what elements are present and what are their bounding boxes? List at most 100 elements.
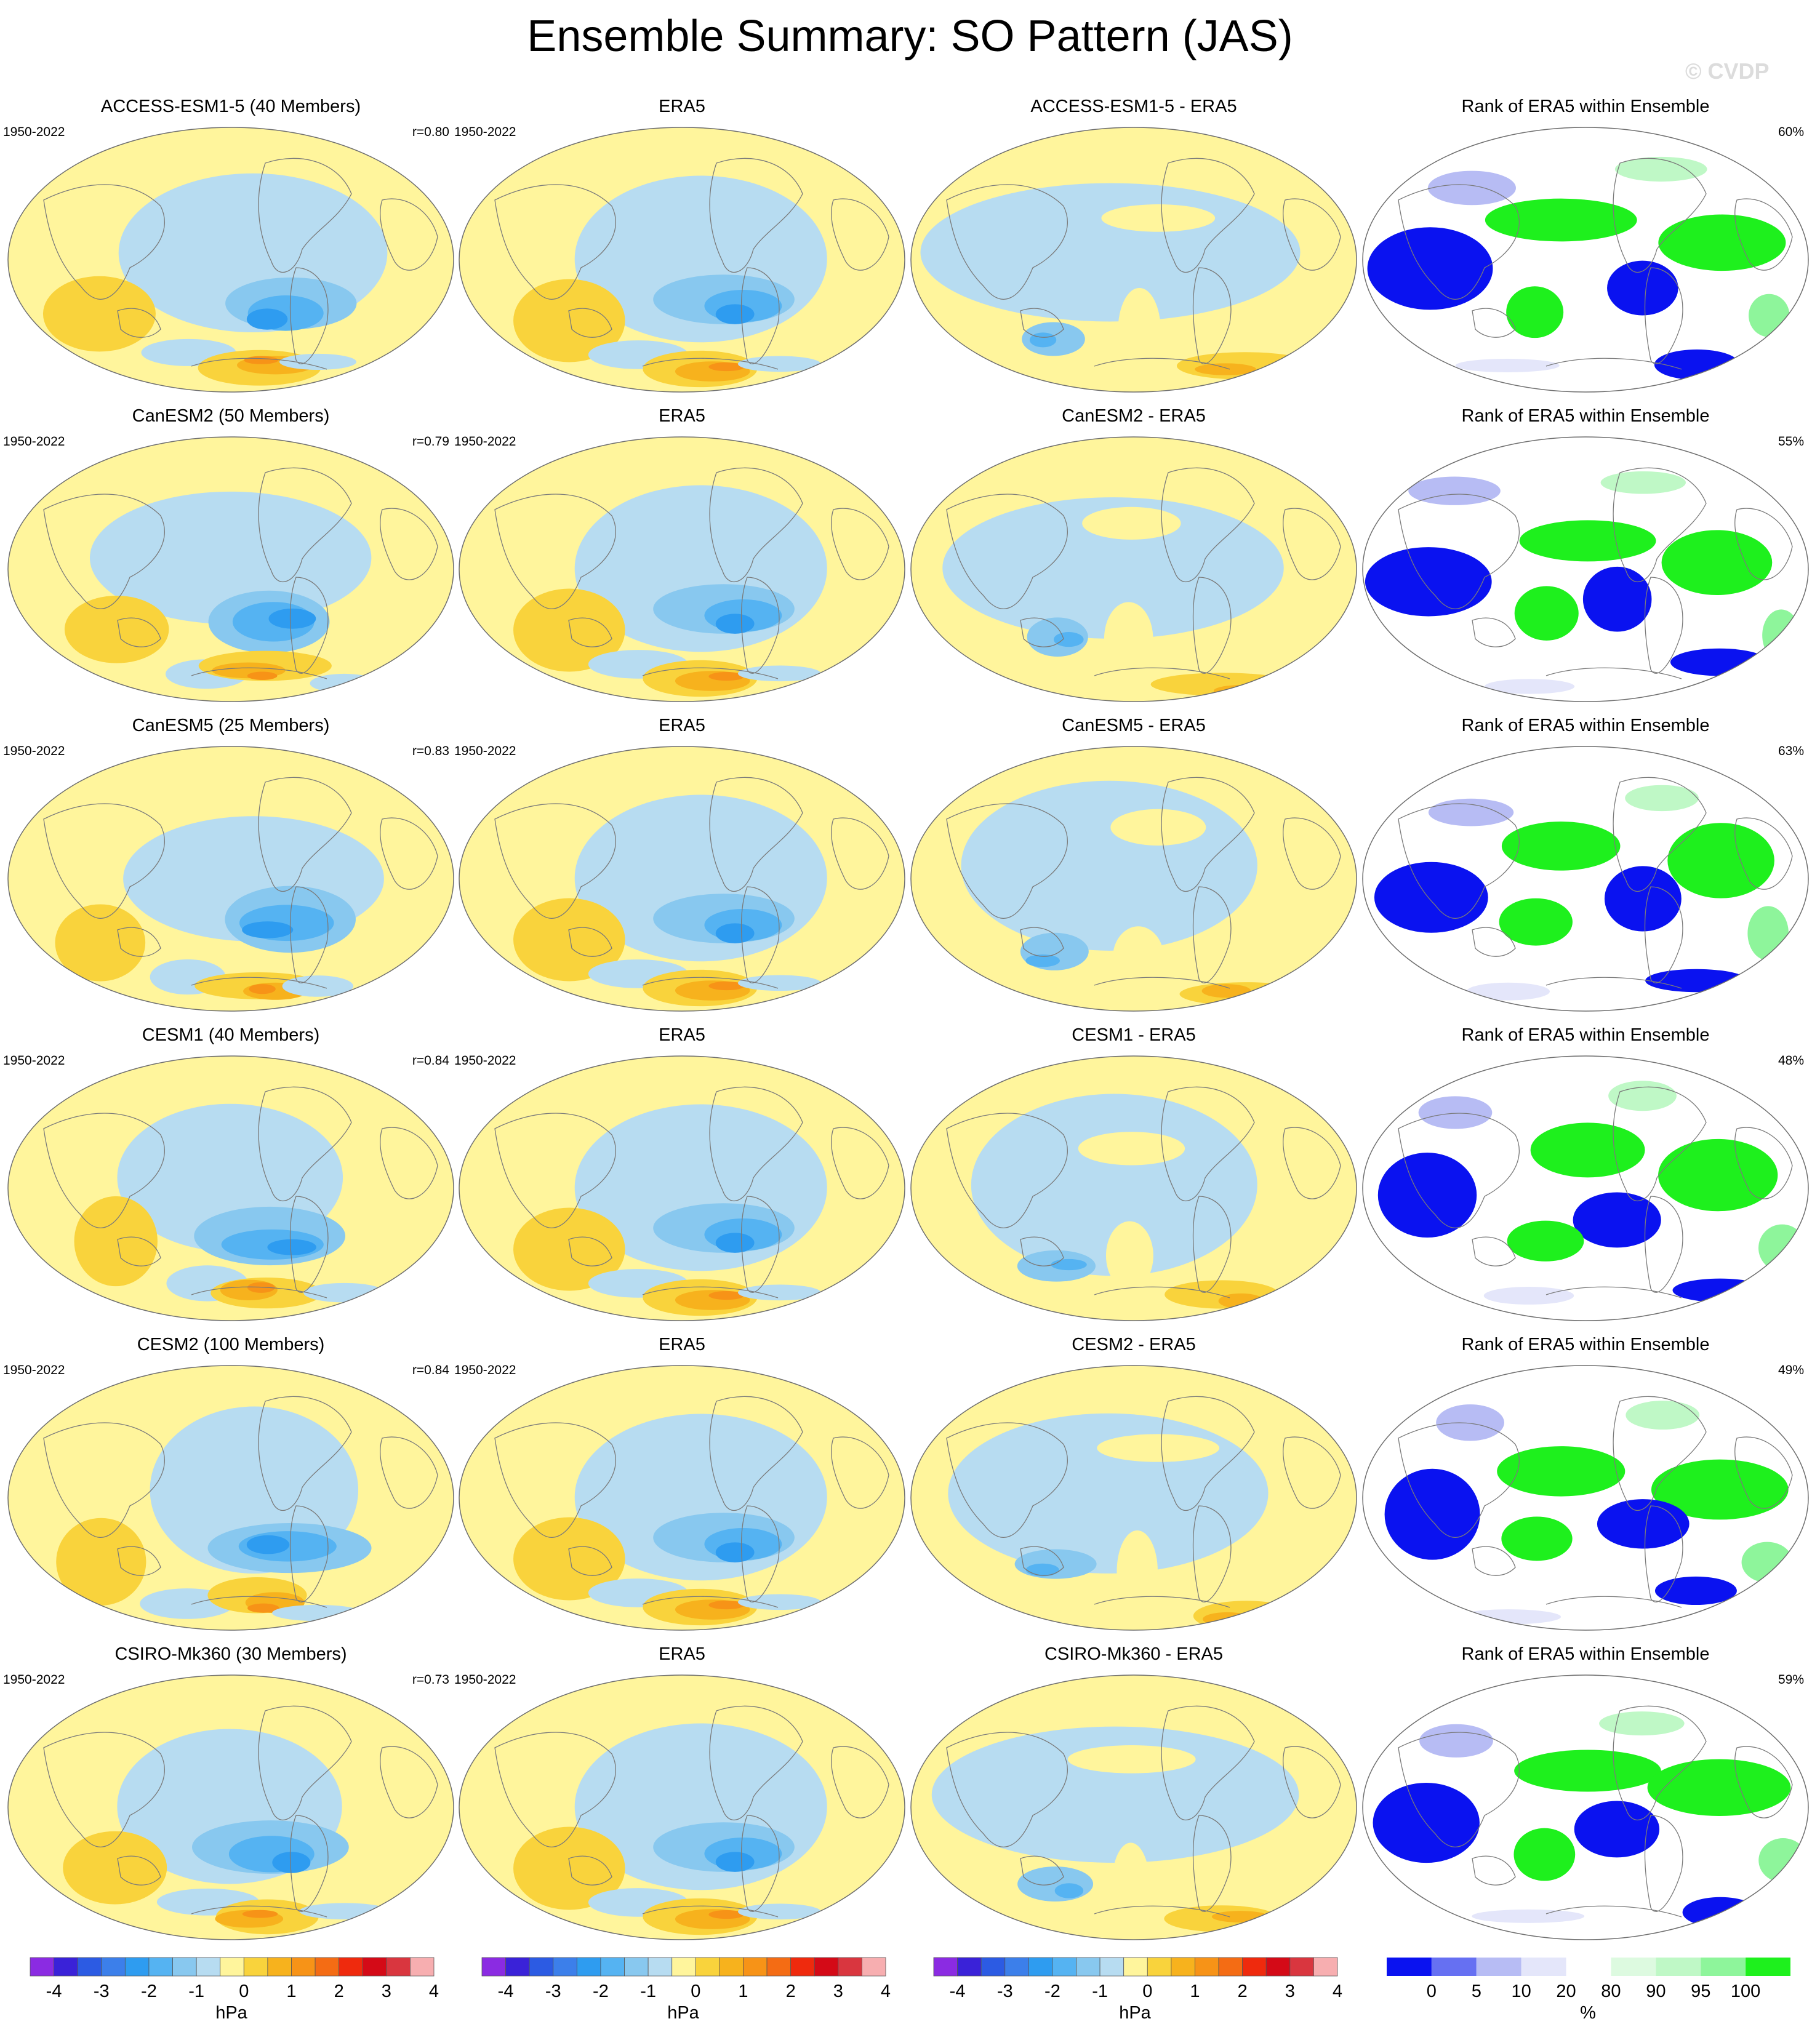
diff-map [910, 1674, 1357, 1940]
colorbar-swatch [647, 1957, 673, 1977]
model-panel-years: 1950-2022 [3, 1363, 65, 1377]
colorbar-swatch [1004, 1957, 1029, 1977]
watermark: © CVDP [1685, 58, 1770, 84]
colorbar-swatch [362, 1957, 387, 1977]
colorbar-tick-label: 4 [428, 1982, 439, 2001]
colorbar-swatch [291, 1957, 316, 1977]
colorbar-swatch [1028, 1957, 1053, 1977]
colorbar-swatch [671, 1957, 696, 1977]
rank-map [1362, 1365, 1809, 1631]
obs-map [459, 127, 905, 393]
rank-percent: 55% [1778, 434, 1804, 449]
colorbar-tick-label: -3 [93, 1982, 110, 2001]
colorbar-swatch [957, 1957, 982, 1977]
rank-map [1362, 436, 1809, 702]
page-title: Ensemble Summary: SO Pattern (JAS) [527, 12, 1293, 61]
model-map [7, 1365, 454, 1631]
colorbar-tick-label: 1 [738, 1982, 748, 2001]
diff-panel-title: CSIRO-Mk360 - ERA5 [1044, 1644, 1224, 1664]
obs-panel-title: ERA5 [659, 406, 705, 426]
colorbar-swatch [386, 1957, 411, 1977]
colorbar-swatch [243, 1957, 268, 1977]
obs-panel-years: 1950-2022 [454, 1363, 516, 1377]
pattern-correlation: r=0.79 [412, 434, 449, 449]
colorbar-swatch [410, 1957, 435, 1977]
model-panel-title: ACCESS-ESM1-5 (40 Members) [100, 97, 361, 116]
obs-map [459, 1674, 905, 1940]
colorbar-swatch [1656, 1958, 1701, 1976]
model-map [7, 1674, 454, 1940]
rank-percent: 63% [1778, 744, 1804, 758]
diff-panel-title: ACCESS-ESM1-5 - ERA5 [1030, 97, 1237, 116]
colorbar-swatch [1476, 1958, 1521, 1976]
colorbar-swatch [624, 1957, 649, 1977]
colorbar-tick-label: -2 [1044, 1982, 1060, 2001]
model-panel-years: 1950-2022 [3, 1673, 65, 1687]
model-panel-title: CanESM5 (25 Members) [132, 716, 330, 735]
rank-panel-title: Rank of ERA5 within Ensemble [1461, 1335, 1710, 1354]
diff-panel-title: CanESM2 - ERA5 [1062, 406, 1206, 426]
colorbar-tick-label: 3 [833, 1982, 843, 2001]
colorbar-tick-label: 0 [239, 1982, 249, 2001]
colorbar-swatch [1521, 1958, 1566, 1976]
colorbar-swatch [220, 1957, 244, 1977]
colorbar-swatch [315, 1957, 340, 1977]
rank-percent: 49% [1778, 1363, 1804, 1377]
model-panel-title: CESM2 (100 Members) [137, 1335, 325, 1354]
model-panel-years: 1950-2022 [3, 744, 65, 758]
hpa-colorbar [481, 1957, 886, 1977]
diff-map [910, 1055, 1357, 1321]
colorbar-swatch [101, 1957, 126, 1977]
colorbar-swatch [933, 1957, 958, 1977]
colorbar-tick-label: 0 [1426, 1982, 1437, 2001]
diff-panel-title: CanESM5 - ERA5 [1062, 716, 1206, 735]
rank-percent: 59% [1778, 1673, 1804, 1687]
obs-panel-title: ERA5 [659, 97, 705, 116]
colorbar-tick-label: 3 [1285, 1982, 1295, 2001]
colorbar-swatch [481, 1957, 506, 1977]
hpa-colorbar [933, 1957, 1338, 1977]
hpa-colorbar [30, 1957, 435, 1977]
diff-map [910, 436, 1357, 702]
colorbar-tick-label: 10 [1511, 1982, 1531, 2001]
colorbar-swatch [1052, 1957, 1076, 1977]
colorbar-swatch [1218, 1957, 1243, 1977]
colorbar-swatch [1289, 1957, 1314, 1977]
rank-panel-title: Rank of ERA5 within Ensemble [1461, 406, 1710, 426]
colorbar-swatch [1242, 1957, 1267, 1977]
diff-panel-title: CESM2 - ERA5 [1072, 1335, 1196, 1354]
obs-panel-title: ERA5 [659, 1025, 705, 1045]
rank-percent: 48% [1778, 1054, 1804, 1068]
colorbar-swatch [553, 1957, 577, 1977]
colorbar-tick-label: 80 [1601, 1982, 1621, 2001]
rank-colorbar [1387, 1958, 1790, 1976]
colorbar-swatch [1123, 1957, 1148, 1977]
pattern-correlation: r=0.80 [412, 125, 449, 139]
colorbar-tick-label: 2 [334, 1982, 344, 2001]
colorbar-swatch [600, 1957, 625, 1977]
pattern-correlation: r=0.83 [412, 744, 449, 758]
model-map [7, 127, 454, 393]
colorbar-swatch [1099, 1957, 1124, 1977]
colorbar-tick-label: 0 [1142, 1982, 1153, 2001]
colorbar-swatch [1611, 1958, 1656, 1976]
model-panel-years: 1950-2022 [3, 1054, 65, 1068]
colorbar-swatch [719, 1957, 744, 1977]
model-panel-title: CESM1 (40 Members) [142, 1025, 320, 1045]
model-panel-title: CSIRO-Mk360 (30 Members) [114, 1644, 347, 1664]
colorbar-swatch [124, 1957, 150, 1977]
diff-panel-title: CESM1 - ERA5 [1072, 1025, 1196, 1045]
colorbar-tick-label: 0 [691, 1982, 701, 2001]
colorbar-tick-label: 95 [1691, 1982, 1711, 2001]
colorbar-swatch [1313, 1957, 1338, 1977]
colorbar-swatch [1431, 1958, 1477, 1976]
colorbar-swatch [1566, 1958, 1611, 1976]
obs-panel-title: ERA5 [659, 716, 705, 735]
colorbar-swatch [814, 1957, 839, 1977]
colorbar-tick-label: -4 [949, 1982, 966, 2001]
pattern-correlation: r=0.84 [412, 1054, 449, 1068]
colorbar-swatch [1701, 1958, 1746, 1976]
colorbar-swatch [172, 1957, 197, 1977]
rank-panel-title: Rank of ERA5 within Ensemble [1461, 1644, 1710, 1664]
pattern-correlation: r=0.73 [412, 1673, 449, 1687]
